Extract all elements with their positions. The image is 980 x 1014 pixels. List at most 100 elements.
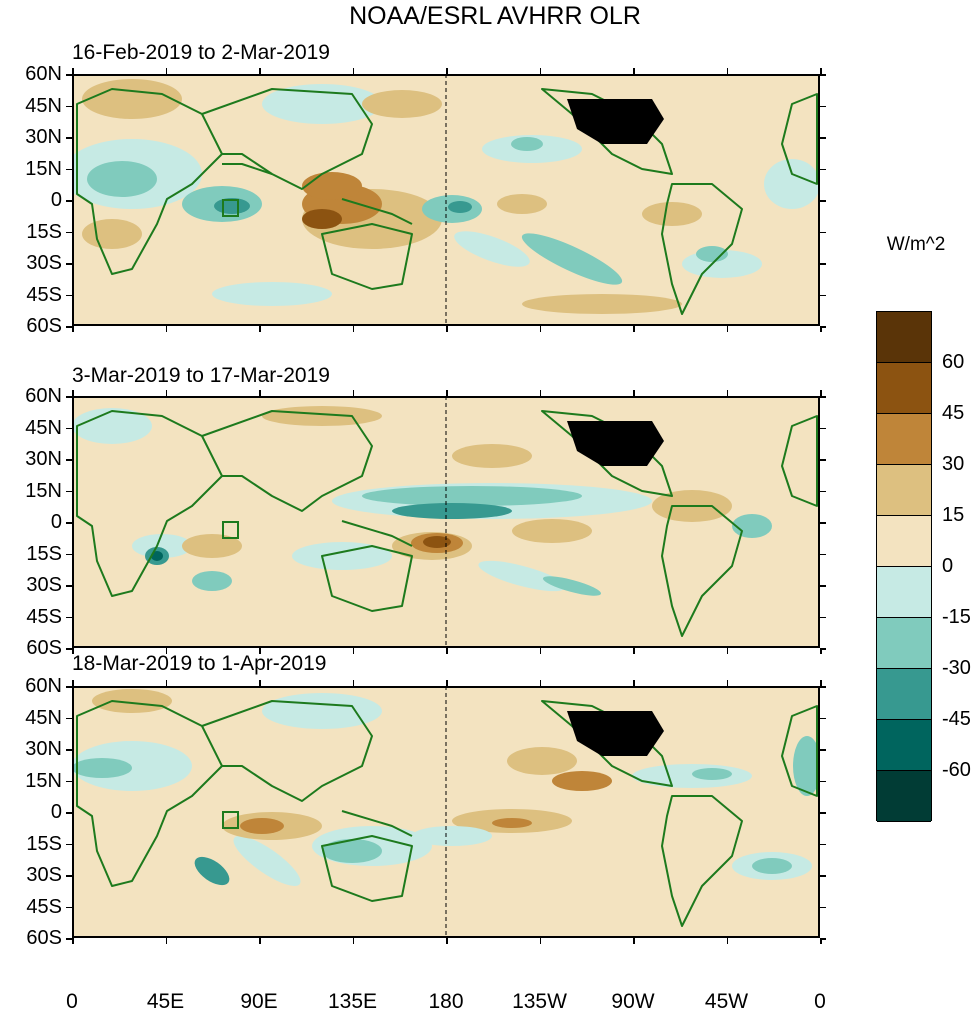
longitude-tick [165, 326, 167, 332]
latitude-tick [820, 686, 826, 688]
latitude-tick [820, 717, 826, 719]
longitude-tick [726, 390, 728, 396]
latitude-tick [66, 686, 72, 688]
latitude-tick [820, 396, 826, 398]
india-box [222, 811, 239, 829]
legend-label: 45 [942, 402, 965, 424]
latitude-label: 45S [26, 895, 62, 918]
latitude-tick [66, 875, 72, 877]
latitude-tick [820, 553, 826, 555]
latitude-label: 30S [26, 574, 62, 596]
longitude-label: 0 [66, 990, 78, 1013]
latitude-label: 45S [26, 283, 62, 306]
longitude-tick [820, 390, 822, 396]
latitude-tick [820, 459, 826, 461]
legend-label: 30 [942, 453, 965, 475]
latitude-label: 45N [25, 94, 62, 117]
latitude-label: 0 [50, 189, 62, 211]
latitude-tick [820, 490, 826, 492]
latitude-tick [66, 168, 72, 170]
latitude-tick [66, 938, 72, 940]
latitude-tick [820, 585, 826, 587]
latitude-tick [820, 875, 826, 877]
latitude-tick [66, 906, 72, 908]
longitude-tick [633, 938, 635, 944]
legend-label: 0 [942, 555, 954, 577]
latitude-tick [820, 168, 826, 170]
longitude-tick [446, 938, 448, 944]
latitude-tick [66, 263, 72, 265]
longitude-tick [259, 680, 261, 686]
legend-swatch [877, 669, 931, 720]
longitude-tick [352, 390, 354, 396]
latitude-tick [66, 200, 72, 202]
longitude-tick [446, 680, 448, 686]
latitude-label: 15S [26, 542, 62, 565]
longitude-tick [539, 680, 541, 686]
latitude-label: 60S [26, 637, 62, 659]
latitude-tick [820, 616, 826, 618]
coastlines [76, 410, 818, 637]
latitude-tick [820, 231, 826, 233]
latitude-tick [66, 717, 72, 719]
legend-label: -30 [942, 657, 971, 679]
latitude-label: 0 [50, 801, 62, 823]
longitude-tick [726, 680, 728, 686]
longitude-tick [539, 390, 541, 396]
latitude-label: 45S [26, 605, 62, 628]
longitude-tick [72, 390, 74, 396]
panel-3-period: 18-Mar-2019 to 1-Apr-2019 [72, 652, 327, 675]
legend-swatch [877, 567, 931, 618]
latitude-label: 15N [25, 157, 62, 180]
legend-swatch [877, 363, 931, 414]
longitude-tick [539, 648, 541, 654]
legend-label: -45 [942, 708, 971, 730]
usa-boundaries [567, 421, 664, 466]
longitude-tick [726, 938, 728, 944]
legend-label: 60 [942, 351, 965, 373]
legend-units: W/m^2 [886, 234, 946, 255]
longitude-tick [259, 326, 261, 332]
legend-swatch [877, 465, 931, 516]
longitude-tick [820, 680, 822, 686]
longitude-tick [726, 68, 728, 74]
longitude-tick [820, 68, 822, 74]
latitude-tick [66, 74, 72, 76]
legend-label: -15 [942, 606, 971, 628]
longitude-tick [820, 326, 822, 332]
longitude-tick [633, 68, 635, 74]
panel-2-map [72, 396, 820, 648]
latitude-label: 30S [26, 252, 62, 274]
longitude-tick [446, 326, 448, 332]
longitude-label: 90E [240, 990, 278, 1013]
latitude-tick [66, 490, 72, 492]
latitude-label: 30N [25, 448, 62, 470]
latitude-tick [820, 74, 826, 76]
latitude-tick [66, 553, 72, 555]
longitude-tick [259, 938, 261, 944]
longitude-tick [539, 938, 541, 944]
longitude-tick [446, 390, 448, 396]
longitude-tick [165, 938, 167, 944]
latitude-tick [820, 906, 826, 908]
longitude-tick [539, 326, 541, 332]
latitude-tick [66, 616, 72, 618]
latitude-tick [820, 200, 826, 202]
longitude-tick [633, 326, 635, 332]
longitude-tick [633, 390, 635, 396]
latitude-tick [820, 137, 826, 139]
latitude-tick [66, 843, 72, 845]
longitude-tick [352, 938, 354, 944]
longitude-tick [633, 680, 635, 686]
longitude-label: 135W [512, 990, 567, 1013]
longitude-tick [726, 648, 728, 654]
latitude-tick [820, 263, 826, 265]
longitude-tick [72, 68, 74, 74]
latitude-tick [66, 294, 72, 296]
latitude-label: 15N [25, 479, 62, 502]
longitude-label: 45E [146, 990, 185, 1013]
longitude-tick [72, 680, 74, 686]
legend-swatch [877, 516, 931, 567]
latitude-label: 15S [26, 832, 62, 855]
latitude-label: 60N [25, 675, 62, 697]
